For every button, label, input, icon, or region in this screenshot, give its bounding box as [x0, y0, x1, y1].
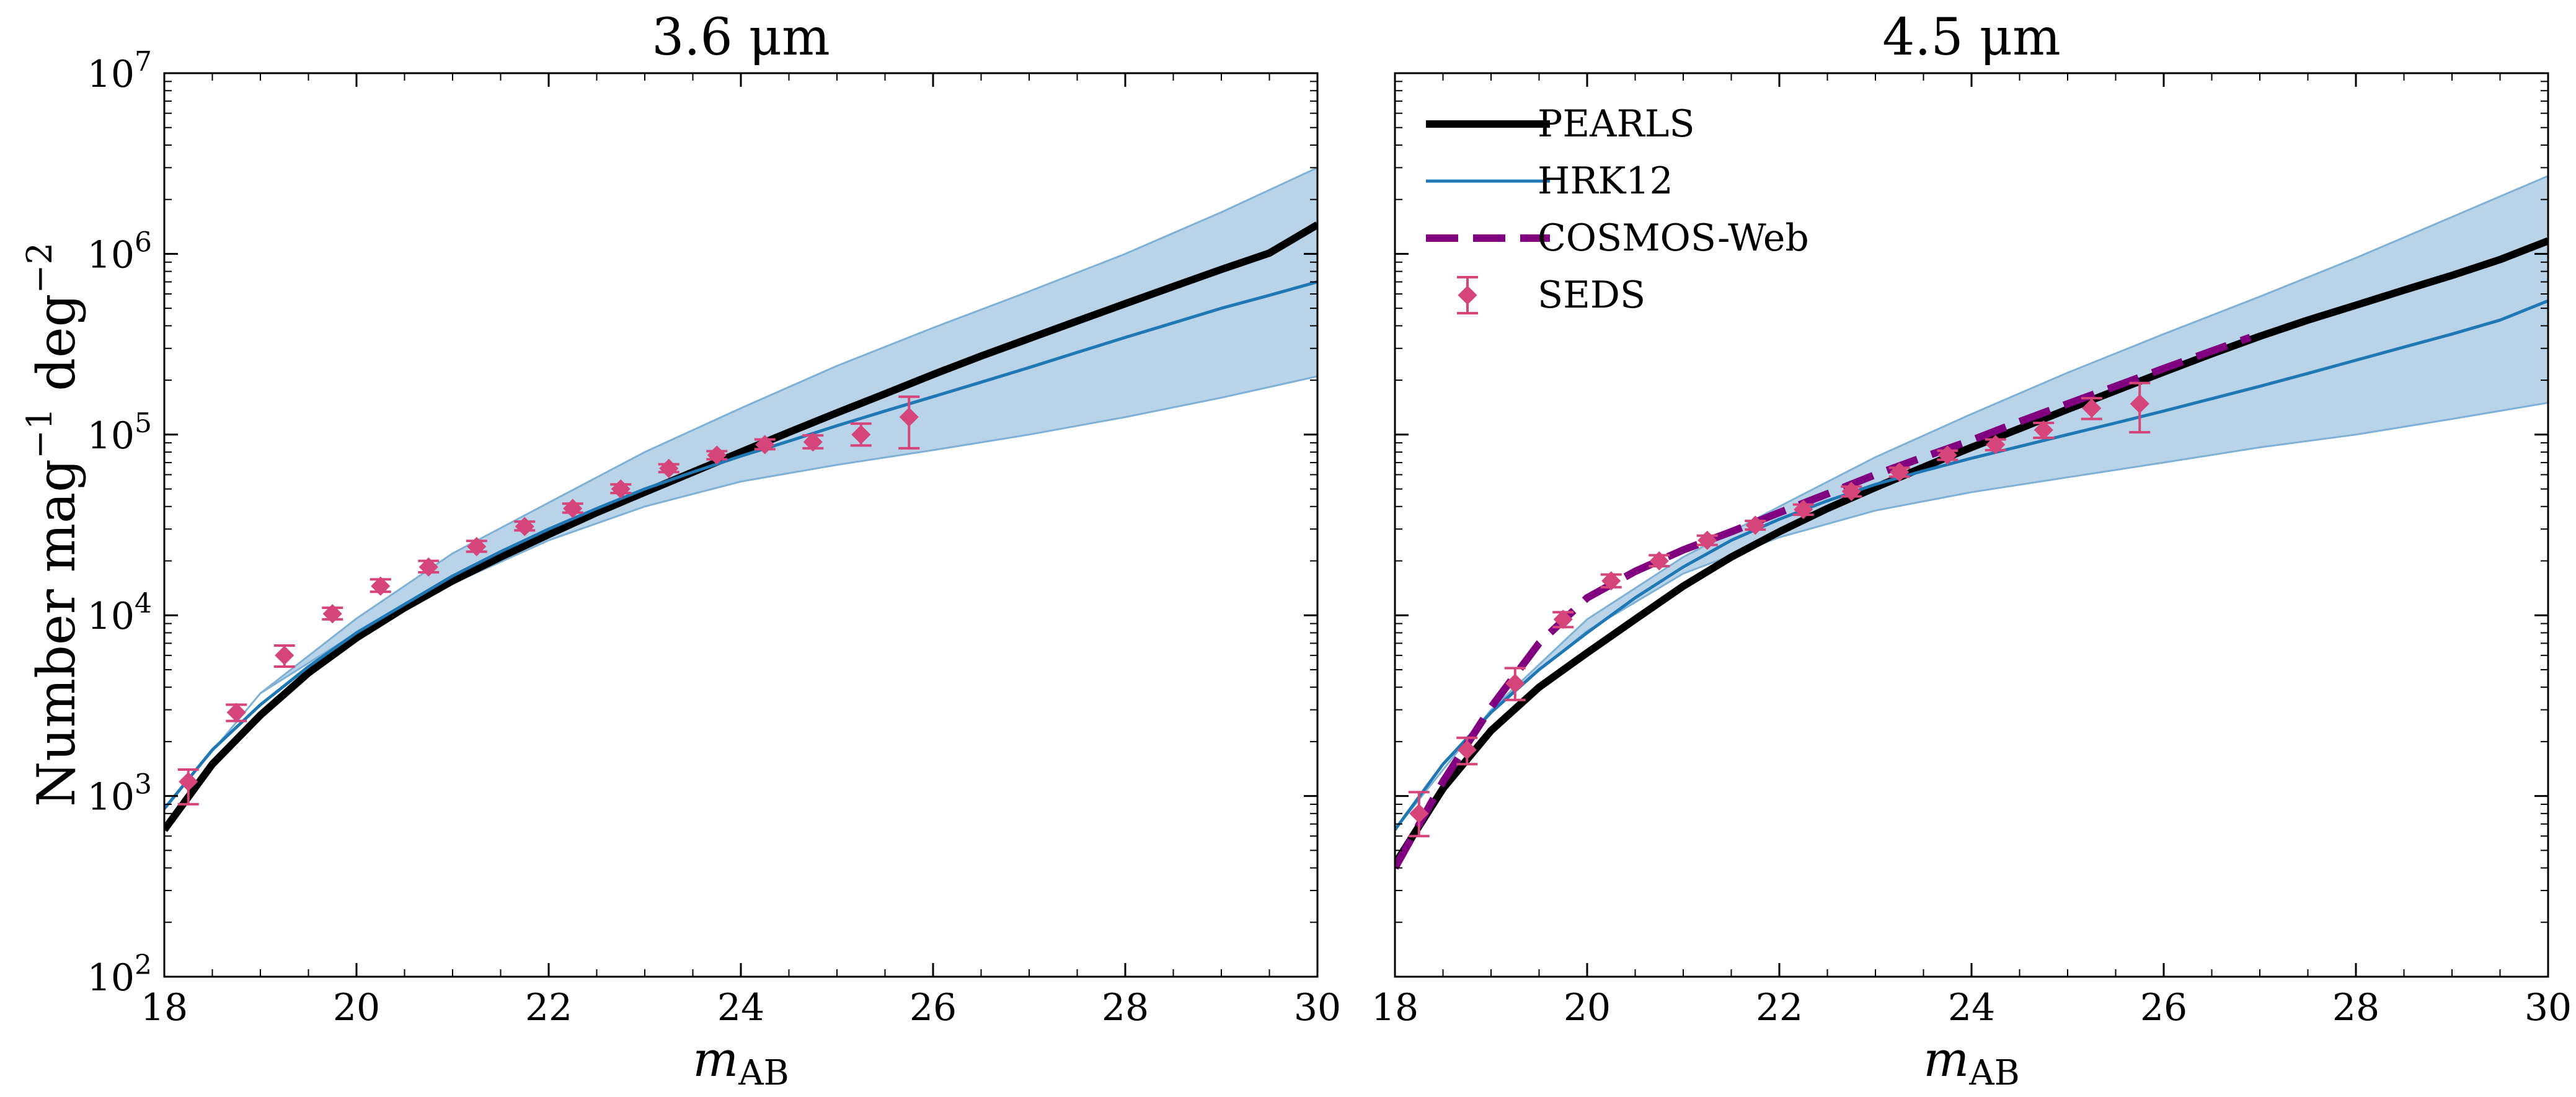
diamond-marker	[1601, 571, 1621, 591]
seds-point	[1985, 435, 2006, 455]
x-tick-label: 18	[1371, 986, 1419, 1029]
seds-point	[514, 517, 536, 536]
seds-point	[273, 644, 295, 668]
panel-4.5um: 18 20 22 24 26 28 30 4.5 μm mAB PEARLS HRK12 C…	[1371, 8, 2572, 1093]
seds-point	[1456, 736, 1478, 766]
x-tick-label: 30	[1294, 986, 1341, 1029]
x-tick-label: 28	[1102, 986, 1149, 1029]
seds-point	[1792, 500, 1814, 520]
diamond-marker	[1937, 445, 1957, 465]
y-axis-label: Number mag−1 deg−2	[20, 242, 87, 807]
diamond-marker	[1697, 530, 1717, 550]
y-tick-label: 105	[87, 407, 152, 458]
diamond-marker	[2130, 394, 2149, 414]
diamond-marker	[1457, 740, 1477, 760]
legend-label: HRK12	[1538, 159, 1673, 203]
uncertainty-band	[164, 166, 1317, 810]
legend-item-pearls: PEARLS	[1426, 102, 1695, 146]
seds-point	[226, 703, 247, 722]
diamond-marker	[1841, 481, 1861, 501]
x-tick-label: 18	[141, 986, 188, 1029]
series-line-hrk12	[1395, 299, 2548, 831]
plot-frame	[1394, 72, 2549, 978]
x-tick-label: 26	[2140, 986, 2187, 1029]
x-tick-label: 22	[1756, 986, 1803, 1029]
seds-point	[658, 458, 679, 478]
diamond-marker	[275, 646, 294, 665]
ticks: 18 20 22 24 26 28 30 102 103 104 105 106 107	[87, 46, 1342, 1029]
series-line-pearls	[1395, 237, 2548, 866]
x-axis-label: mAB	[693, 1032, 789, 1093]
panel-title: 3.6 μm	[652, 8, 830, 67]
diamond-marker	[1649, 551, 1669, 571]
seds-point	[1552, 610, 1574, 629]
x-tick-label: 24	[717, 986, 764, 1029]
seds-point	[562, 499, 583, 518]
y-tick-label: 107	[87, 46, 152, 96]
seds-point	[1504, 667, 1526, 701]
diamond-marker	[226, 703, 246, 722]
seds-point	[1745, 515, 1766, 535]
diamond-marker	[1986, 435, 2006, 455]
y-tick-label: 106	[87, 226, 152, 277]
y-tick-label: 103	[87, 769, 152, 819]
diamond-marker	[1409, 804, 1429, 824]
legend-item-seds: SEDS	[1457, 273, 1645, 317]
seds-point	[1649, 551, 1670, 571]
seds-point	[706, 445, 728, 465]
seds-point	[1696, 530, 1718, 550]
x-tick-label: 22	[525, 986, 572, 1029]
diamond-marker	[1553, 610, 1573, 629]
legend-item-hrk12: HRK12	[1426, 159, 1673, 203]
ticks: 18 20 22 24 26 28 30	[1371, 72, 2572, 1029]
legend-label: COSMOS-Web	[1538, 216, 1809, 260]
diamond-marker	[1745, 515, 1765, 535]
seds-point	[466, 536, 487, 556]
seds-point	[370, 576, 391, 596]
seds-point	[1408, 791, 1430, 838]
diamond-marker	[1794, 500, 1813, 520]
band-uncertainty	[164, 166, 1317, 810]
diamond-marker	[179, 771, 198, 792]
panel-title: 4.5 μm	[1882, 8, 2061, 67]
seds-point	[1937, 445, 1959, 465]
x-tick-label: 28	[2332, 986, 2379, 1029]
seds-point	[802, 432, 824, 452]
diamond-marker	[2082, 398, 2102, 418]
legend-label: SEDS	[1538, 273, 1645, 317]
legend-item-cosmos-web: COSMOS-Web	[1426, 216, 1809, 260]
seds-point	[1888, 462, 1910, 482]
seds-point	[1841, 481, 1862, 501]
legend: PEARLS HRK12 COSMOS-Web SEDS	[1426, 102, 1809, 317]
diamond-marker	[2034, 420, 2053, 440]
plot-frame	[163, 72, 1319, 978]
seds-points	[1408, 381, 2151, 838]
legend-label: PEARLS	[1538, 102, 1695, 146]
seds-point	[2129, 381, 2151, 434]
diamond-marker	[1505, 673, 1525, 693]
x-tick-label: 20	[1564, 986, 1611, 1029]
x-tick-label: 20	[333, 986, 380, 1029]
series-layer	[1395, 237, 2548, 870]
series-line-cosmos-web	[1395, 334, 2252, 870]
seds-point	[322, 604, 343, 624]
seds-point	[754, 435, 776, 455]
y-tick-label: 104	[87, 588, 152, 638]
x-tick-label: 24	[1948, 986, 1995, 1029]
seds-point	[2081, 397, 2102, 420]
x-tick-label: 26	[910, 986, 957, 1029]
series-line-pearls	[164, 221, 1317, 832]
seds-point	[177, 768, 199, 806]
series-line-hrk12	[164, 280, 1317, 810]
diamond-marker	[1890, 462, 1910, 482]
series-layer	[164, 221, 1317, 832]
seds-point	[610, 479, 632, 499]
seds-point	[2033, 420, 2055, 440]
x-tick-label: 30	[2525, 986, 2572, 1029]
y-tick-label: 102	[87, 949, 152, 1000]
seds-point	[1600, 571, 1622, 591]
x-axis-label: mAB	[1923, 1032, 2020, 1093]
